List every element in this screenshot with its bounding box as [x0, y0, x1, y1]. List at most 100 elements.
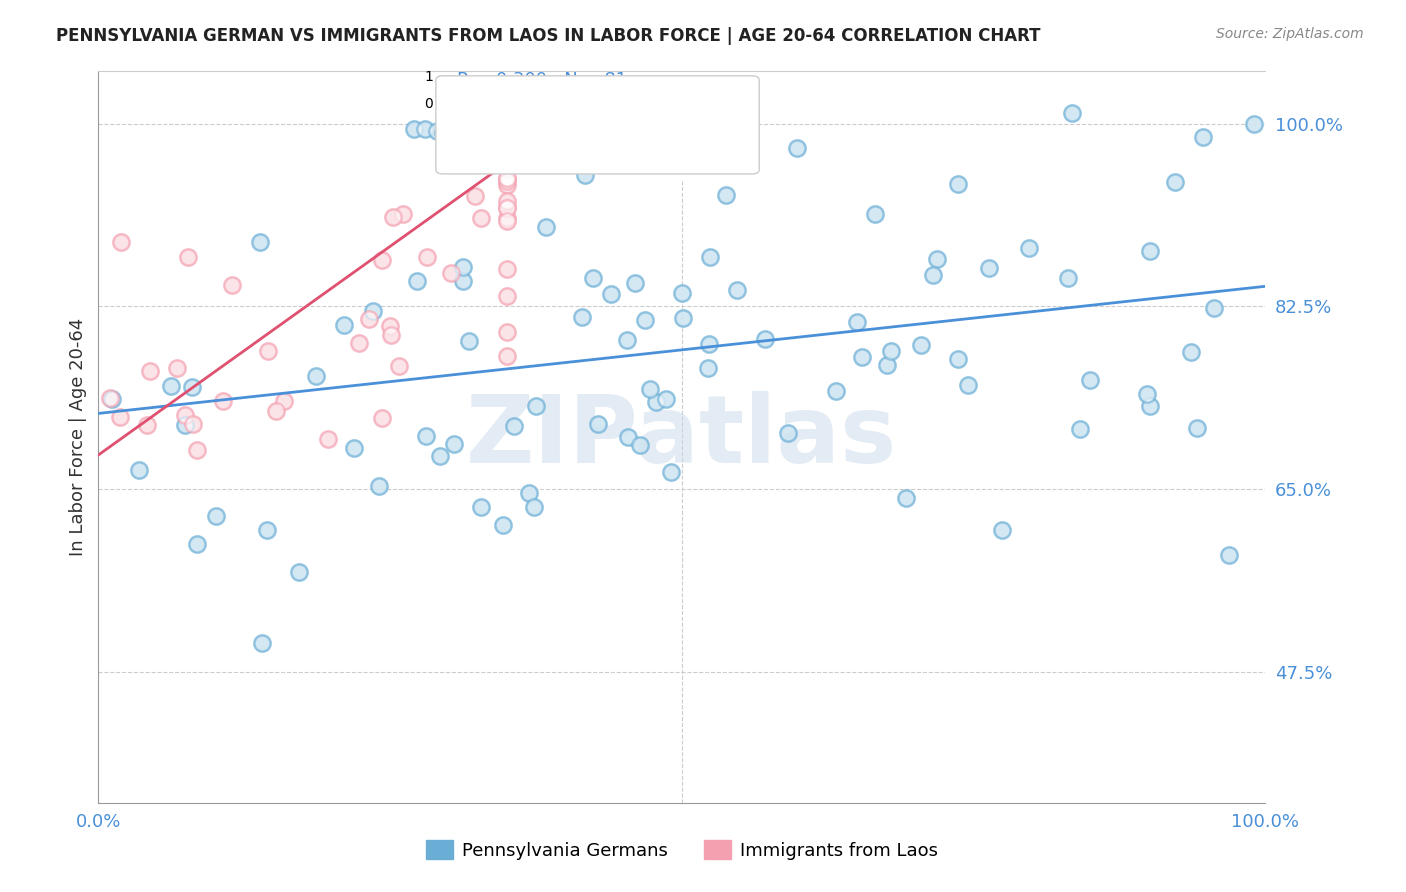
Point [173, 408, 195, 422]
Point [638, 382, 661, 396]
Point [496, 211, 519, 226]
Point [571, 310, 593, 324]
Point [264, 403, 287, 417]
Point [496, 106, 519, 120]
Point [496, 106, 519, 120]
Point [1057, 271, 1080, 285]
Point [496, 325, 519, 339]
Point [1057, 271, 1080, 285]
Point [496, 128, 519, 143]
Point [392, 207, 415, 221]
Point [921, 268, 943, 282]
Point [415, 429, 437, 443]
Point [586, 417, 609, 432]
Point [181, 417, 204, 431]
Point [496, 106, 519, 120]
Point [333, 318, 356, 332]
Point [264, 403, 287, 417]
Point [128, 463, 150, 477]
Point [571, 310, 593, 324]
Point [628, 438, 651, 452]
Point [453, 274, 475, 288]
Y-axis label: In Labor Force | Age 20-64: In Labor Force | Age 20-64 [69, 318, 87, 557]
Point [305, 368, 328, 383]
Point [388, 359, 411, 373]
Point [1164, 175, 1187, 189]
Point [634, 312, 657, 326]
Point [957, 377, 980, 392]
Point [249, 235, 271, 249]
Point [252, 636, 274, 650]
Point [725, 283, 748, 297]
Point [443, 437, 465, 451]
Point [406, 275, 429, 289]
Point [496, 106, 519, 120]
Point [880, 343, 903, 358]
Point [496, 121, 519, 136]
Point [496, 106, 519, 120]
Point [496, 128, 519, 143]
Point [496, 106, 519, 120]
Point [496, 178, 519, 193]
Point [359, 311, 381, 326]
Point [654, 392, 676, 406]
Point [257, 344, 280, 359]
Point [645, 395, 668, 409]
Text: Source: ZipAtlas.com: Source: ZipAtlas.com [1216, 27, 1364, 41]
Point [413, 121, 436, 136]
Point [910, 338, 932, 352]
Point [659, 465, 682, 479]
Point [496, 106, 519, 120]
Point [388, 359, 411, 373]
Point [380, 327, 402, 342]
Point [697, 360, 720, 375]
Point [256, 523, 278, 537]
Point [672, 310, 695, 325]
Point [177, 250, 200, 264]
Point [502, 419, 524, 434]
Point [496, 262, 519, 277]
Point [496, 106, 519, 120]
Point [318, 432, 340, 446]
Legend: Pennsylvania Germans, Immigrants from Laos: Pennsylvania Germans, Immigrants from La… [419, 833, 945, 867]
Point [496, 289, 519, 303]
Point [496, 200, 519, 214]
Point [257, 344, 280, 359]
Point [496, 106, 519, 120]
Point [496, 106, 519, 120]
Point [786, 141, 808, 155]
Point [1139, 399, 1161, 413]
Point [496, 349, 519, 363]
Point [880, 343, 903, 358]
Point [380, 327, 402, 342]
Point [496, 106, 519, 120]
Point [645, 395, 668, 409]
Point [496, 106, 519, 120]
Point [470, 211, 492, 225]
Point [492, 518, 515, 533]
Point [415, 429, 437, 443]
Point [496, 112, 519, 127]
Point [402, 121, 425, 136]
Point [496, 106, 519, 120]
Point [1018, 241, 1040, 255]
Point [671, 285, 693, 300]
Point [654, 392, 676, 406]
Point [288, 565, 311, 579]
Point [616, 333, 638, 347]
Point [378, 319, 401, 334]
Point [786, 141, 808, 155]
Point [496, 106, 519, 120]
Point [221, 278, 243, 293]
Point [776, 426, 799, 441]
Point [212, 394, 235, 409]
Point [496, 106, 519, 120]
Point [181, 417, 204, 431]
Point [496, 130, 519, 145]
Point [470, 211, 492, 225]
Point [517, 486, 540, 500]
Point [1164, 175, 1187, 189]
Point [381, 210, 404, 224]
Point [496, 262, 519, 277]
Point [496, 106, 519, 120]
